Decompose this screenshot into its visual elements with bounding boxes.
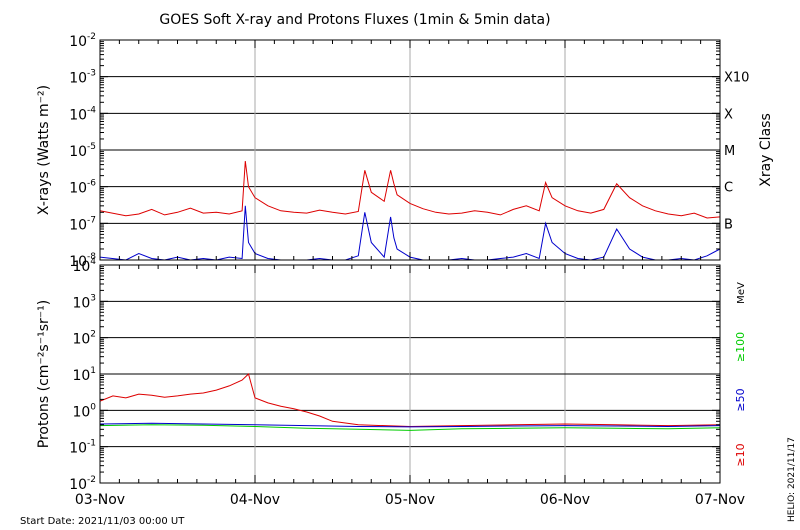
x-tick-label: 07-Nov — [695, 492, 745, 508]
xray-panel: 10-2 10-3 10-4 10-5 10-6 10-7 10-8 X10 X M C B X-r… — [36, 32, 774, 270]
proton-y-tick-label: 104 — [72, 257, 96, 275]
xray-class-label: X — [724, 107, 733, 122]
xray-y-tick-label: 10-8 — [69, 252, 96, 270]
proton-energy-label: ≥100 — [734, 332, 747, 362]
x-tick-label: 03-Nov — [75, 492, 125, 508]
proton-panel: 104 103 102 101 100 10-1 10-2 Protons (cm⁻²s⁻¹… — [36, 257, 747, 493]
x-tick-label: 04-Nov — [230, 492, 280, 508]
xray-y-tick-label: 10-3 — [69, 69, 96, 87]
proton-y-tick-label: 101 — [72, 366, 96, 384]
proton-energy-label: ≥50 — [734, 388, 747, 411]
xray-class-label: C — [724, 181, 733, 196]
xray-y-tick-label: 10-5 — [69, 142, 96, 160]
xray-y-tick-label: 10-4 — [69, 105, 96, 123]
x-tick-label: 05-Nov — [385, 492, 435, 508]
xray-series-line — [99, 205, 721, 261]
xray-class-label: X10 — [724, 71, 749, 86]
xray-series-line — [99, 160, 721, 219]
proton-y-tick-label: 102 — [72, 330, 96, 348]
xray-class-label: M — [724, 144, 735, 159]
xray-y-axis-label: X-rays (Watts m⁻²) — [36, 85, 52, 215]
proton-y-tick-label: 100 — [72, 402, 96, 420]
proton-series-line — [99, 422, 721, 428]
proton-y-axis-label: Protons (cm⁻²s⁻¹sr⁻¹) — [36, 300, 52, 449]
helio-stamp: HELIO: 2021/11/17 — [787, 437, 797, 522]
xray-class-label: B — [724, 217, 733, 232]
xray-y-tick-label: 10-6 — [69, 179, 96, 197]
proton-energy-label: ≥10 — [734, 443, 747, 466]
xray-y-tick-label: 10-2 — [69, 32, 96, 50]
proton-units-label: MeV — [736, 282, 747, 304]
proton-series-line — [99, 373, 721, 428]
xray-y-tick-label: 10-7 — [69, 215, 96, 233]
proton-series-line — [99, 424, 721, 431]
proton-y-tick-label: 10-1 — [69, 439, 96, 457]
xray-class-axis-label: Xray Class — [758, 113, 774, 187]
x-tick-label: 06-Nov — [540, 492, 590, 508]
chart-title: GOES Soft X-ray and Protons Fluxes (1min… — [159, 12, 550, 28]
proton-y-tick-label: 10-2 — [69, 475, 96, 493]
start-date: Start Date: 2021/11/03 00:00 UT — [20, 516, 185, 527]
proton-y-tick-label: 103 — [72, 293, 96, 311]
